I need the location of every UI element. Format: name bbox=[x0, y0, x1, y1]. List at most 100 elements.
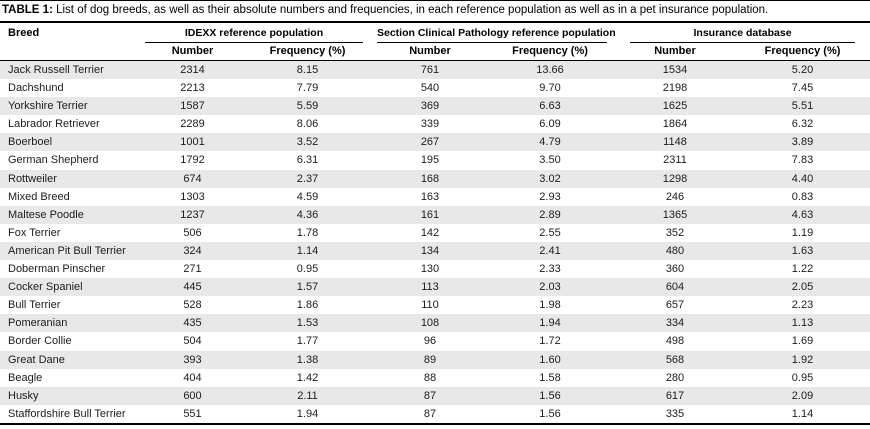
table-header: Breed IDEXX reference population Section… bbox=[0, 22, 870, 61]
value-cell: 1001 bbox=[180, 136, 205, 149]
value-cell: 1237 bbox=[180, 208, 205, 221]
table-row: German Shepherd 1792 6.31 195 3.50 2311 7.83 bbox=[0, 151, 870, 170]
value-cell: 2198 bbox=[662, 82, 688, 95]
table-row: American Pit Bull Terrier 324 1.14 134 2.41 4… bbox=[0, 241, 870, 261]
value-cell: 8.06 bbox=[296, 118, 319, 131]
value-cell: 2.23 bbox=[791, 299, 814, 312]
value-cell: 1.56 bbox=[539, 407, 561, 420]
value-cell: 1.98 bbox=[539, 299, 561, 312]
value-cell: 1.58 bbox=[539, 371, 561, 384]
value-cell: 7.83 bbox=[791, 154, 814, 167]
value-cell: 246 bbox=[665, 190, 685, 203]
table-caption-label: TABLE 1: bbox=[2, 4, 53, 16]
value-cell: 1.56 bbox=[539, 389, 561, 402]
value-cell: 161 bbox=[420, 208, 440, 221]
breed-cell: Doberman Pinscher bbox=[8, 263, 106, 276]
value-cell: 1.63 bbox=[791, 244, 814, 257]
value-cell: 1.60 bbox=[539, 353, 561, 366]
value-cell: 404 bbox=[183, 371, 202, 384]
value-cell: 0.95 bbox=[296, 263, 319, 276]
value-cell: 1365 bbox=[662, 208, 688, 221]
value-cell: 7.79 bbox=[296, 82, 319, 95]
value-cell: 1587 bbox=[180, 100, 205, 113]
table-row: Husky 600 2.11 87 1.56 617 2.09 bbox=[0, 386, 870, 405]
value-cell: 3.52 bbox=[296, 136, 319, 149]
value-cell: 13.66 bbox=[536, 64, 564, 76]
value-cell: 335 bbox=[665, 407, 685, 420]
value-cell: 1.94 bbox=[296, 407, 319, 420]
value-cell: 761 bbox=[420, 64, 440, 76]
breed-cell: Rottweiler bbox=[8, 172, 57, 185]
value-cell: 8.15 bbox=[296, 64, 319, 76]
breed-cell: Staffordshire Bull Terrier bbox=[8, 407, 126, 420]
value-cell: 2213 bbox=[180, 82, 205, 95]
table-row: Bull Terrier 528 1.86 110 1.98 657 2.23 bbox=[0, 296, 870, 315]
value-cell: 4.79 bbox=[539, 136, 561, 149]
group-header-insurance: Insurance database bbox=[615, 22, 870, 43]
value-cell: 5.59 bbox=[296, 100, 319, 113]
value-cell: 6.09 bbox=[539, 118, 561, 131]
value-cell: 4.36 bbox=[296, 208, 319, 221]
value-cell: 369 bbox=[420, 100, 440, 113]
value-cell: 528 bbox=[183, 299, 202, 312]
value-cell: 1.19 bbox=[791, 226, 814, 239]
subheader-insurance-frequency: Frequency (%) bbox=[764, 45, 841, 57]
value-cell: 435 bbox=[183, 317, 202, 330]
table-row: Rottweiler 674 2.37 168 3.02 1298 4.40 bbox=[0, 169, 870, 188]
value-cell: 108 bbox=[420, 317, 440, 330]
value-cell: 1.72 bbox=[539, 335, 561, 348]
value-cell: 480 bbox=[665, 244, 685, 257]
breed-cell: Cocker Spaniel bbox=[8, 281, 83, 294]
value-cell: 0.95 bbox=[791, 371, 814, 384]
group-header-clinical-pathology: Section Clinical Pathology reference pop… bbox=[375, 22, 616, 43]
table-row: Beagle 404 1.42 88 1.58 280 0.95 bbox=[0, 368, 870, 387]
value-cell: 7.45 bbox=[791, 82, 814, 95]
value-cell: 2.41 bbox=[539, 244, 561, 257]
value-cell: 1298 bbox=[662, 172, 688, 185]
value-cell: 339 bbox=[420, 118, 440, 131]
value-cell: 600 bbox=[183, 389, 202, 402]
value-cell: 324 bbox=[183, 244, 202, 257]
table-row: Doberman Pinscher 271 0.95 130 2.33 360 1.22 bbox=[0, 260, 870, 279]
value-cell: 2.89 bbox=[539, 208, 561, 221]
value-cell: 134 bbox=[420, 244, 440, 257]
value-cell: 130 bbox=[420, 263, 440, 276]
value-cell: 2.05 bbox=[791, 281, 814, 294]
table-caption: TABLE 1: List of dog breeds, as well as … bbox=[0, 0, 870, 21]
value-cell: 9.70 bbox=[539, 82, 561, 95]
value-cell: 498 bbox=[665, 335, 685, 348]
value-cell: 2.37 bbox=[296, 172, 319, 185]
value-cell: 657 bbox=[665, 299, 685, 312]
breed-cell: Pomeranian bbox=[8, 317, 68, 330]
value-cell: 1864 bbox=[662, 118, 688, 131]
value-cell: 88 bbox=[423, 371, 437, 384]
value-cell: 4.40 bbox=[791, 172, 814, 185]
value-cell: 1.94 bbox=[539, 317, 561, 330]
table-row: Staffordshire Bull Terrier 551 1.94 87 1.56 3… bbox=[0, 404, 870, 424]
breed-column-header: Breed bbox=[8, 27, 40, 39]
value-cell: 1.57 bbox=[296, 281, 319, 294]
value-cell: 617 bbox=[665, 389, 685, 402]
breed-cell: Boerboel bbox=[8, 136, 53, 149]
breed-cell: Labrador Retriever bbox=[8, 118, 100, 131]
breed-cell: American Pit Bull Terrier bbox=[8, 244, 126, 257]
value-cell: 2.55 bbox=[539, 226, 561, 239]
value-cell: 2311 bbox=[663, 154, 687, 167]
breed-cell: Great Dane bbox=[8, 353, 65, 366]
value-cell: 87 bbox=[423, 389, 437, 402]
value-cell: 1625 bbox=[662, 100, 688, 113]
subheader-clinical-frequency: Frequency (%) bbox=[512, 45, 588, 57]
value-cell: 1.53 bbox=[296, 317, 319, 330]
value-cell: 604 bbox=[665, 281, 685, 294]
value-cell: 142 bbox=[420, 226, 440, 239]
breed-cell: Husky bbox=[8, 389, 39, 402]
subheader-idexx-number: Number bbox=[171, 45, 214, 57]
breed-cell: Border Collie bbox=[8, 335, 72, 348]
breed-cell: Maltese Poodle bbox=[8, 208, 84, 221]
subheader-insurance-number: Number bbox=[654, 45, 696, 57]
breed-cell: Bull Terrier bbox=[8, 299, 61, 312]
value-cell: 96 bbox=[423, 335, 437, 348]
value-cell: 504 bbox=[183, 335, 202, 348]
breed-cell: Jack Russell Terrier bbox=[8, 64, 104, 76]
table-body: Jack Russell Terrier 2314 8.15 761 13.66 1534… bbox=[0, 60, 870, 424]
